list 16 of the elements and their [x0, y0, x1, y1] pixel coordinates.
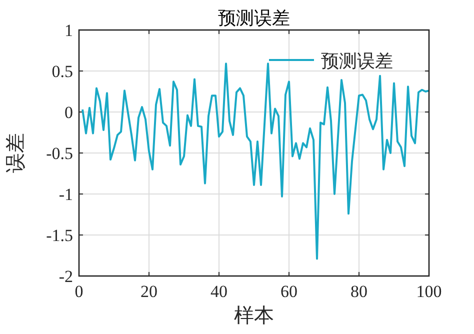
x-tick-label: 80: [350, 282, 368, 301]
y-tick-label: 0: [64, 103, 73, 122]
legend-label: 预测误差: [321, 51, 393, 71]
x-axis-title: 样本: [234, 305, 274, 327]
y-tick-label: 0.5: [52, 62, 73, 81]
y-tick-label: -2: [58, 267, 73, 286]
y-axis-title: 误差: [5, 133, 27, 173]
x-tick-label: 60: [280, 282, 298, 301]
y-tick-label: -1: [58, 185, 73, 204]
x-tick-label: 100: [416, 282, 442, 301]
y-tick-label: -0.5: [46, 144, 73, 163]
y-tick-label: -1.5: [46, 226, 73, 245]
x-tick-label: 40: [210, 282, 228, 301]
chart-title: 预测误差: [218, 8, 290, 28]
x-tick-label: 20: [140, 282, 158, 301]
y-tick-label: 1: [64, 21, 73, 40]
